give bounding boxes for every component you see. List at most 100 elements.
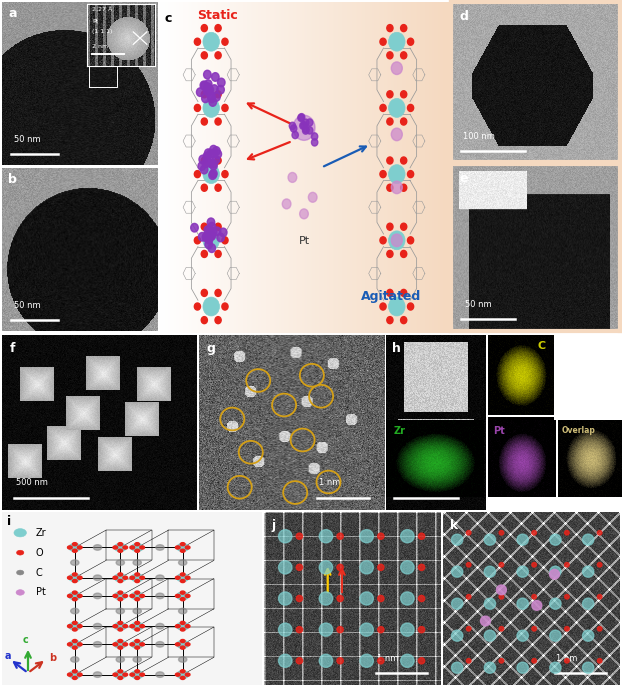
Circle shape [300, 122, 306, 129]
Circle shape [135, 640, 139, 642]
Circle shape [205, 149, 212, 157]
Text: 50 nm: 50 nm [14, 135, 41, 144]
Circle shape [550, 570, 559, 579]
Circle shape [130, 594, 134, 598]
Circle shape [207, 149, 215, 158]
Circle shape [197, 88, 204, 96]
Circle shape [180, 640, 185, 642]
Circle shape [466, 563, 471, 567]
Circle shape [202, 94, 209, 102]
Circle shape [177, 671, 189, 679]
Text: Zr: Zr [36, 528, 47, 538]
Circle shape [140, 643, 144, 646]
Circle shape [202, 25, 207, 32]
Circle shape [77, 546, 82, 549]
Circle shape [407, 303, 414, 310]
Circle shape [419, 627, 425, 633]
Text: 500 nm: 500 nm [16, 478, 47, 487]
Circle shape [113, 673, 118, 676]
Circle shape [113, 643, 118, 646]
Circle shape [378, 657, 384, 664]
Circle shape [597, 594, 602, 599]
Circle shape [481, 616, 490, 626]
Circle shape [202, 317, 207, 324]
Circle shape [203, 32, 220, 51]
Circle shape [387, 289, 393, 296]
Circle shape [401, 118, 407, 125]
Circle shape [93, 545, 102, 550]
Circle shape [401, 184, 407, 191]
Circle shape [407, 104, 414, 111]
Circle shape [565, 659, 569, 663]
Text: O: O [36, 548, 44, 558]
Circle shape [123, 594, 128, 598]
Circle shape [517, 630, 528, 641]
Circle shape [222, 170, 228, 178]
Circle shape [72, 670, 77, 673]
Circle shape [565, 627, 569, 631]
Text: Zr: Zr [394, 426, 406, 436]
Circle shape [68, 624, 72, 628]
Circle shape [499, 627, 504, 631]
Circle shape [296, 627, 302, 633]
Circle shape [116, 560, 124, 565]
Circle shape [213, 93, 220, 101]
Text: 2.27 Å: 2.27 Å [93, 7, 113, 12]
Circle shape [180, 543, 185, 545]
Text: c: c [165, 12, 172, 25]
Circle shape [194, 170, 200, 178]
Circle shape [296, 657, 302, 664]
Circle shape [114, 543, 126, 552]
Circle shape [118, 549, 123, 552]
Circle shape [135, 646, 139, 649]
Circle shape [387, 317, 393, 324]
Circle shape [319, 654, 333, 667]
Circle shape [72, 543, 77, 545]
Circle shape [499, 594, 504, 599]
Circle shape [180, 628, 185, 631]
Circle shape [401, 592, 414, 605]
Circle shape [337, 596, 343, 602]
Circle shape [202, 91, 207, 98]
Circle shape [177, 574, 189, 582]
Circle shape [401, 52, 407, 59]
Circle shape [466, 627, 471, 631]
Circle shape [209, 98, 216, 106]
Circle shape [131, 671, 144, 679]
Circle shape [116, 608, 124, 613]
Circle shape [319, 623, 333, 636]
Circle shape [499, 659, 504, 663]
Circle shape [72, 549, 77, 552]
Circle shape [292, 131, 299, 139]
Text: Pt: Pt [493, 426, 505, 436]
Text: 50 nm: 50 nm [14, 301, 41, 310]
Circle shape [387, 184, 393, 191]
Circle shape [68, 671, 81, 679]
Circle shape [114, 574, 126, 582]
Circle shape [204, 83, 211, 91]
Circle shape [175, 624, 180, 628]
Circle shape [401, 223, 407, 230]
Circle shape [391, 234, 402, 247]
Circle shape [203, 70, 211, 79]
Circle shape [77, 624, 82, 628]
Text: e: e [460, 172, 468, 185]
Text: Agitated: Agitated [361, 290, 421, 303]
Circle shape [210, 161, 217, 170]
Circle shape [380, 104, 386, 111]
Circle shape [582, 630, 594, 641]
Circle shape [210, 227, 217, 236]
Circle shape [222, 38, 228, 45]
Circle shape [207, 227, 214, 235]
Circle shape [293, 115, 315, 140]
Circle shape [133, 560, 141, 565]
Circle shape [452, 566, 463, 577]
Circle shape [118, 670, 123, 673]
Circle shape [123, 546, 128, 549]
Circle shape [496, 585, 506, 595]
Circle shape [466, 530, 471, 535]
Circle shape [118, 579, 123, 583]
Circle shape [118, 676, 123, 679]
Circle shape [391, 62, 402, 74]
Circle shape [68, 546, 72, 549]
